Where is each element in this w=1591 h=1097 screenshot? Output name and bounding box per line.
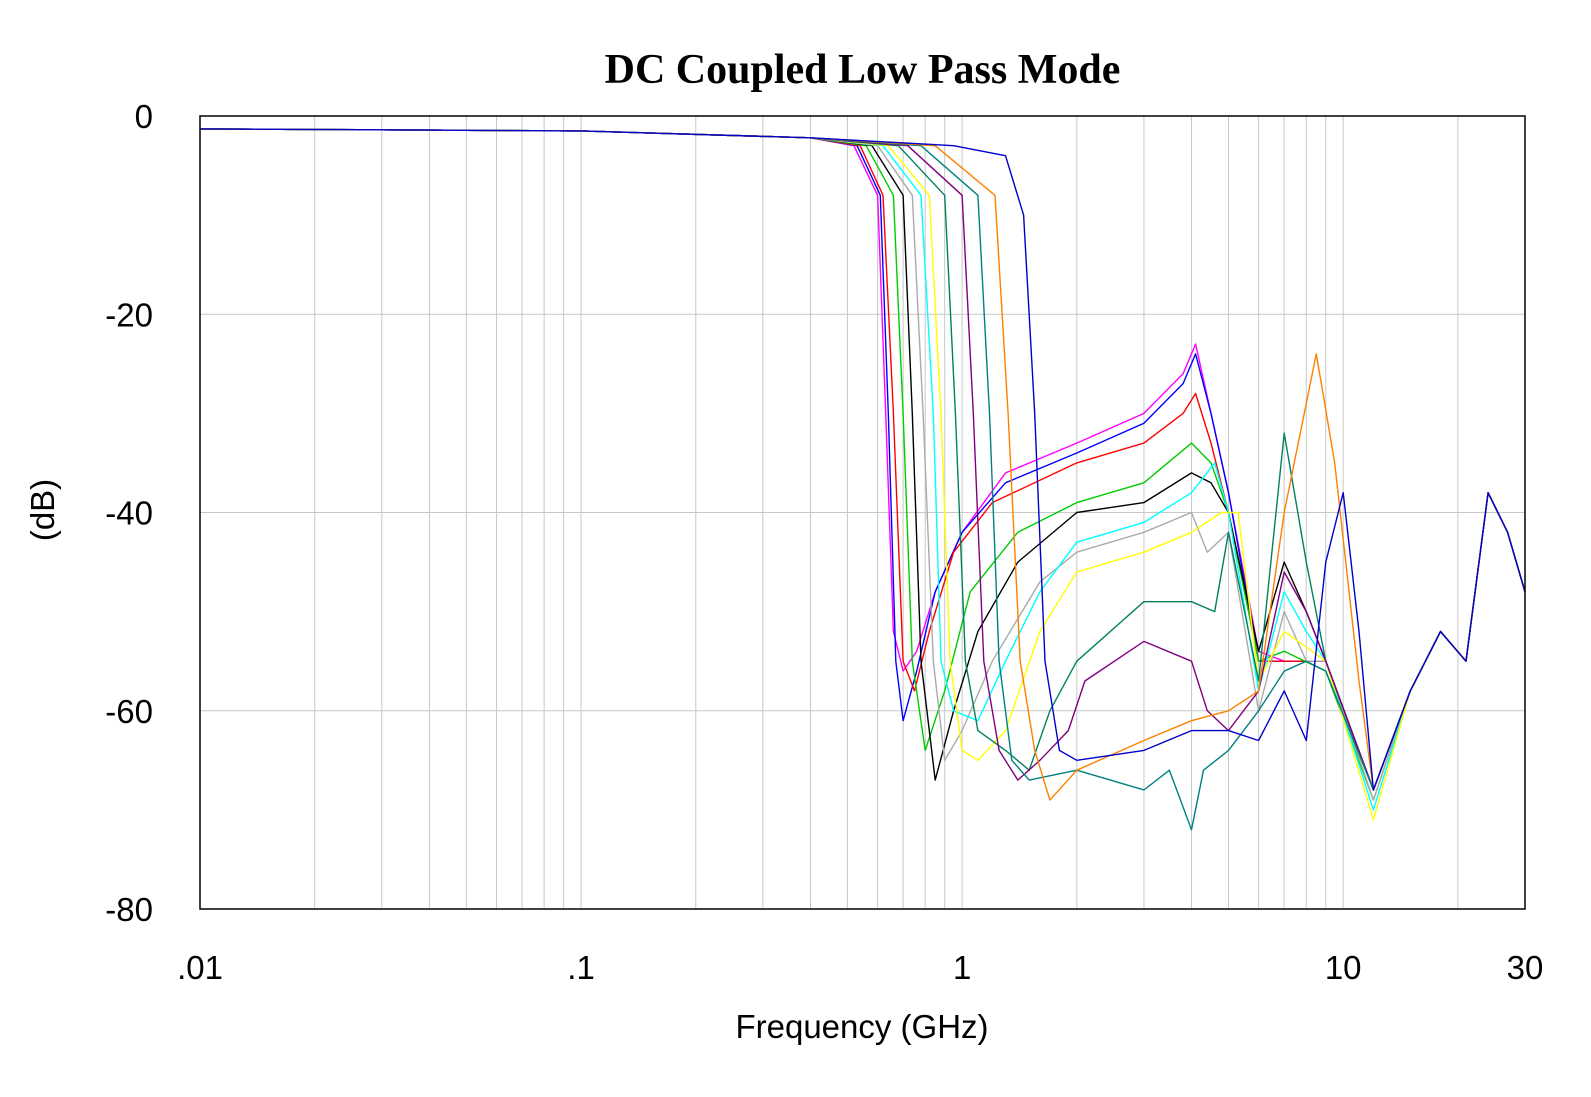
x-tick-label: .01	[177, 949, 223, 986]
y-tick-label: 0	[135, 98, 153, 135]
x-tick-label: 30	[1507, 949, 1544, 986]
plot-frame	[199, 115, 1526, 910]
x-tick-label: 10	[1325, 949, 1362, 986]
series-line-13	[199, 128, 1526, 791]
y-tick-label: -60	[105, 693, 153, 730]
x-tick-label: .1	[567, 949, 595, 986]
y-tick-label: -40	[105, 495, 153, 532]
chart-title: DC Coupled Low Pass Mode	[604, 47, 1121, 93]
series-group	[199, 128, 1526, 831]
x-tick-label: 1	[953, 949, 971, 986]
y-axis-label: (dB)	[24, 479, 61, 541]
grid-lines	[200, 116, 1525, 909]
tick-labels: .01 .1 1 10 30 0 -20 -40 -60 -80	[105, 98, 1543, 986]
y-tick-label: -80	[105, 891, 153, 928]
y-tick-label: -20	[105, 296, 153, 333]
x-axis-label: Frequency (GHz)	[735, 1008, 988, 1045]
